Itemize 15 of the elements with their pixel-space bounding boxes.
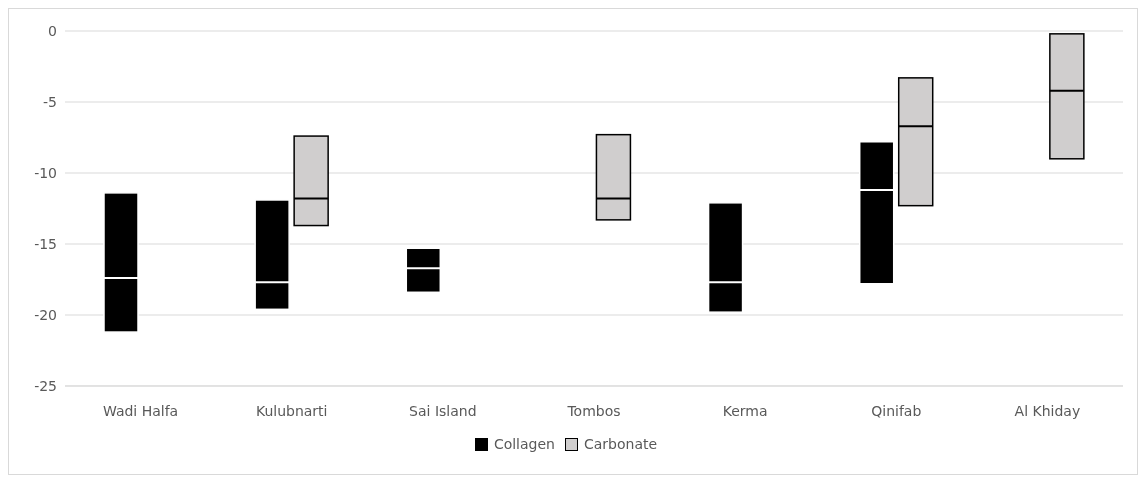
y-tick-label: -15 <box>34 235 57 252</box>
x-tick-label: Kulubnarti <box>255 402 328 419</box>
x-tick-label: Wadi Halfa <box>102 402 179 419</box>
x-tick-label: Tombos <box>566 402 621 419</box>
x-tick-label: Qinifab <box>871 402 922 419</box>
y-tick-label: 0 <box>48 22 57 39</box>
y-tick-label: -20 <box>34 306 57 323</box>
x-tick-label: Sai Island <box>409 402 477 419</box>
legend-label: Carbonate <box>582 436 658 452</box>
y-tick-label: -25 <box>34 377 57 394</box>
y-tick-label: -5 <box>43 93 57 110</box>
y-tick-label: -10 <box>34 164 57 181</box>
x-tick-label: Al Khiday <box>1014 402 1081 419</box>
legend-label: Collagen <box>492 436 555 452</box>
x-tick-label: Kerma <box>722 402 768 419</box>
